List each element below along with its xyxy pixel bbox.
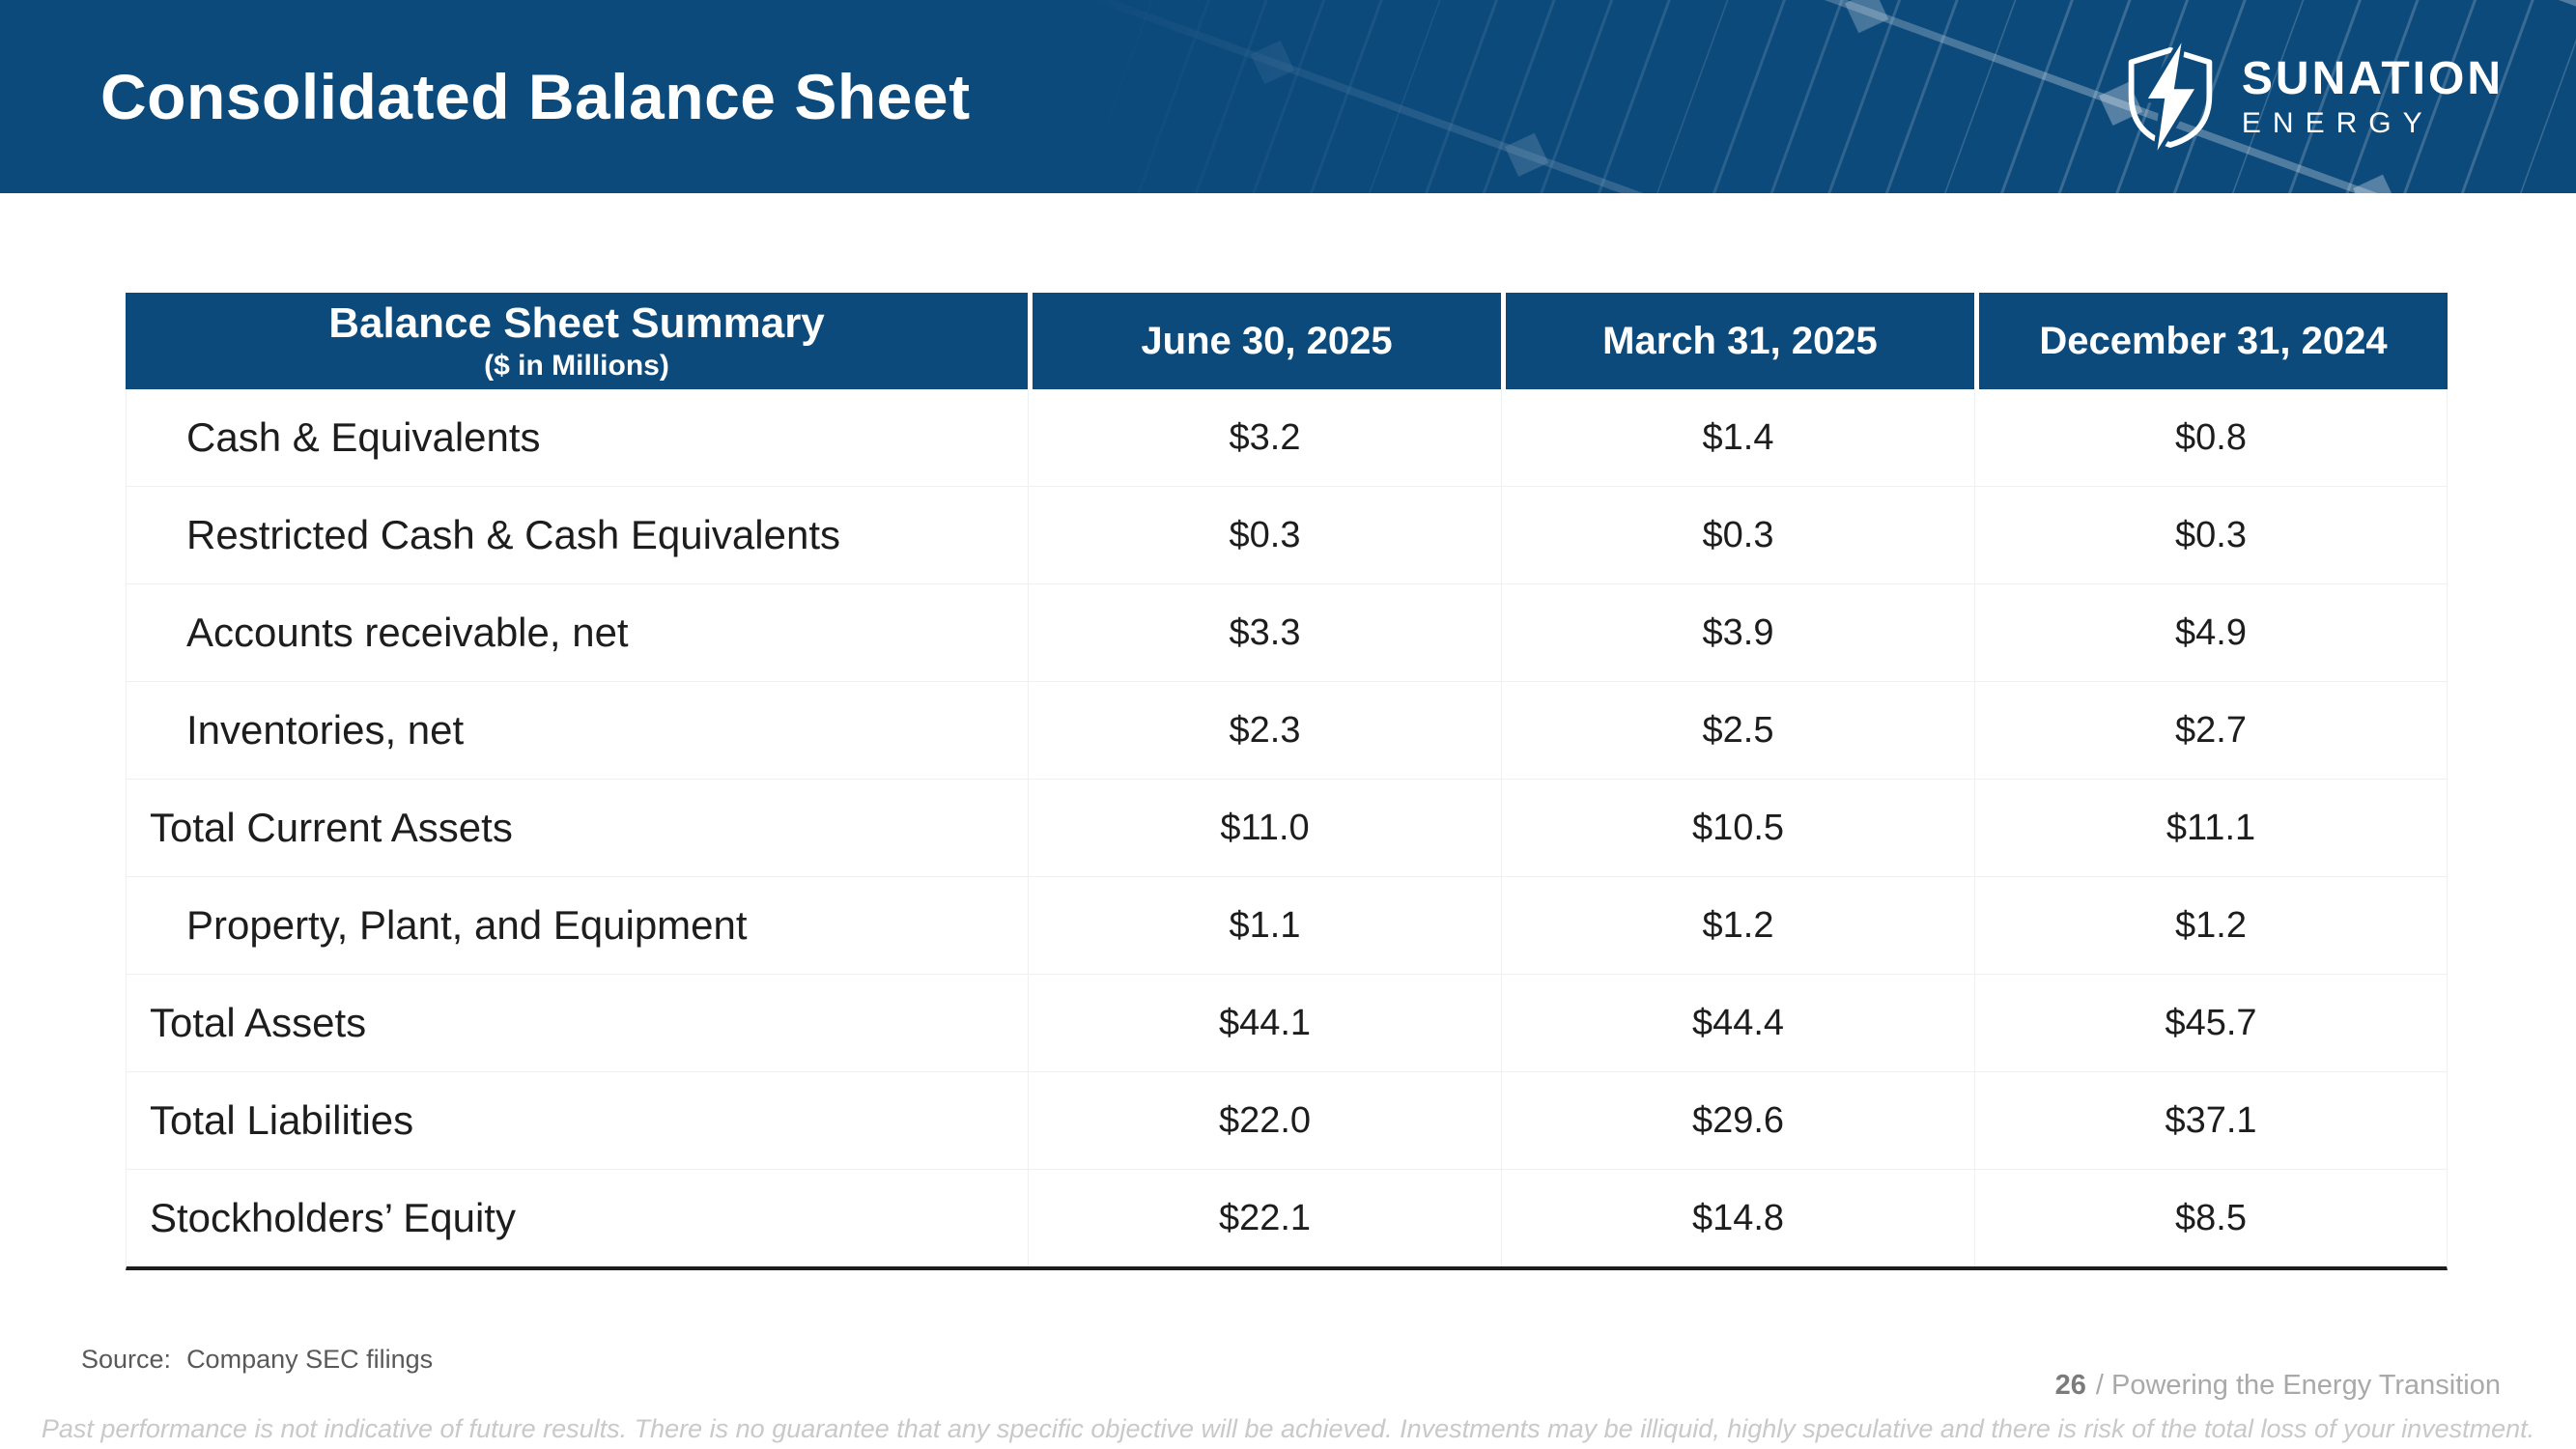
- table-body: Cash & Equivalents $3.2 $1.4 $0.8 Restricted…: [126, 389, 2448, 1270]
- row-value: $2.5: [1501, 682, 1974, 779]
- page-title: Consolidated Balance Sheet: [100, 61, 971, 132]
- table-row: Restricted Cash & Cash Equivalents $0.3 $0…: [127, 486, 2447, 583]
- company-logo: SUNATION ENERGY: [2122, 43, 2504, 151]
- row-value: $44.1: [1028, 975, 1501, 1071]
- balance-sheet-table: Balance Sheet Summary ($ in Millions) Ju…: [126, 293, 2448, 1270]
- row-value: $3.2: [1028, 389, 1501, 486]
- row-value: $11.0: [1028, 780, 1501, 876]
- source-value: Company SEC filings: [186, 1345, 434, 1374]
- row-label: Cash & Equivalents: [186, 414, 541, 460]
- row-value: $4.9: [1974, 584, 2447, 681]
- table-header-row: Balance Sheet Summary ($ in Millions) Ju…: [126, 293, 2448, 389]
- row-value: $22.1: [1028, 1170, 1501, 1266]
- row-value: $3.9: [1501, 584, 1974, 681]
- footer-pageline: 26 / Powering the Energy Transition: [2055, 1370, 2501, 1402]
- table-subtitle: ($ in Millions): [484, 350, 669, 383]
- table-row: Property, Plant, and Equipment $1.1 $1.2 $1…: [127, 876, 2447, 974]
- disclaimer: Past performance is not indicative of fu…: [41, 1414, 2535, 1443]
- source-label: Source:: [81, 1345, 172, 1374]
- table-row: Inventories, net $2.3 $2.5 $2.7: [127, 681, 2447, 779]
- page-number: 26: [2054, 1370, 2086, 1401]
- row-value: $1.2: [1974, 877, 2447, 974]
- row-label: Total Liabilities: [150, 1097, 414, 1143]
- row-value: $2.7: [1974, 682, 2447, 779]
- header-banner: Consolidated Balance Sheet SUNATION ENER…: [0, 0, 2576, 193]
- shield-bolt-icon: [2128, 43, 2213, 151]
- column-header: December 31, 2024: [1974, 293, 2448, 389]
- row-label: Accounts receivable, net: [186, 610, 629, 655]
- footer-tagline: / Powering the Energy Transition: [2095, 1370, 2501, 1401]
- row-value: $1.2: [1501, 877, 1974, 974]
- table-row: Total Liabilities $22.0 $29.6 $37.1: [127, 1071, 2447, 1169]
- row-value: $0.8: [1974, 389, 2447, 486]
- table-row: Accounts receivable, net $3.3 $3.9 $4.9: [127, 583, 2447, 681]
- row-value: $0.3: [1974, 487, 2447, 583]
- logo-name: SUNATION: [2241, 52, 2504, 104]
- row-value: $37.1: [1974, 1072, 2447, 1169]
- row-label: Total Assets: [150, 1000, 367, 1045]
- row-label: Stockholders’ Equity: [150, 1195, 516, 1240]
- row-value: $8.5: [1974, 1170, 2447, 1266]
- table-row: Stockholders’ Equity $22.1 $14.8 $8.5: [127, 1169, 2447, 1266]
- row-value: $29.6: [1501, 1072, 1974, 1169]
- logo-subname: ENERGY: [2241, 106, 2434, 139]
- row-label: Restricted Cash & Cash Equivalents: [186, 512, 840, 557]
- row-label: Inventories, net: [186, 707, 465, 753]
- row-value: $22.0: [1028, 1072, 1501, 1169]
- row-value: $1.4: [1501, 389, 1974, 486]
- row-value: $11.1: [1974, 780, 2447, 876]
- row-label: Property, Plant, and Equipment: [186, 902, 748, 948]
- row-value: $10.5: [1501, 780, 1974, 876]
- row-value: $2.3: [1028, 682, 1501, 779]
- row-value: $0.3: [1028, 487, 1501, 583]
- table-row: Total Current Assets $11.0 $10.5 $11.1: [127, 779, 2447, 876]
- row-value: $45.7: [1974, 975, 2447, 1071]
- column-header: March 31, 2025: [1501, 293, 1974, 389]
- row-value: $0.3: [1501, 487, 1974, 583]
- row-value: $1.1: [1028, 877, 1501, 974]
- table-row: Cash & Equivalents $3.2 $1.4 $0.8: [127, 389, 2447, 486]
- row-value: $14.8: [1501, 1170, 1974, 1266]
- table-title: Balance Sheet Summary: [328, 298, 825, 347]
- table-header-summary: Balance Sheet Summary ($ in Millions): [126, 293, 1028, 389]
- column-header: June 30, 2025: [1028, 293, 1501, 389]
- row-value: $3.3: [1028, 584, 1501, 681]
- table-row: Total Assets $44.1 $44.4 $45.7: [127, 974, 2447, 1071]
- row-value: $44.4: [1501, 975, 1974, 1071]
- row-label: Total Current Assets: [150, 805, 513, 850]
- logo-text: SUNATION ENERGY: [2241, 52, 2504, 139]
- source-note: Source: Company SEC filings: [81, 1345, 433, 1375]
